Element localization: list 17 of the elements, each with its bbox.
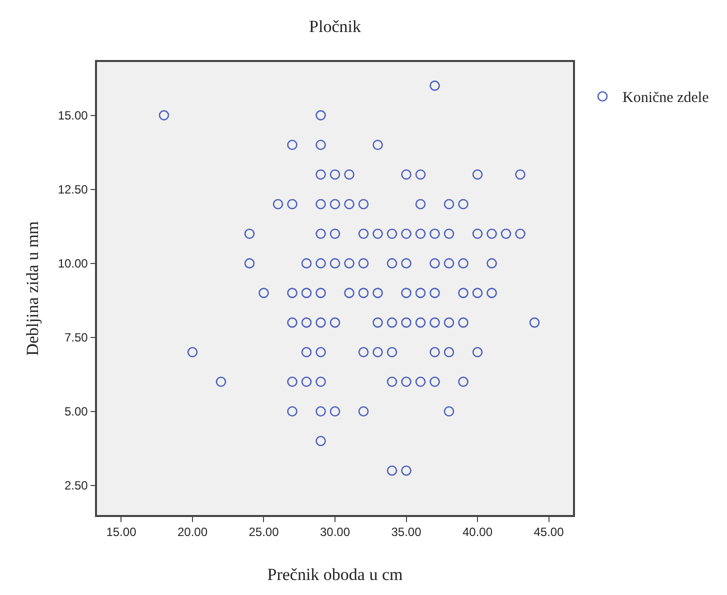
x-tick-label: 20.00 bbox=[177, 525, 208, 540]
x-tick-label: 30.00 bbox=[320, 525, 350, 540]
y-tick-label: 5.00 bbox=[64, 404, 88, 419]
x-tick-label: 25.00 bbox=[248, 525, 280, 540]
y-tick-label: 12.50 bbox=[58, 182, 88, 197]
x-tick-label: 15.00 bbox=[106, 525, 137, 540]
y-tick-label: 10.00 bbox=[58, 256, 88, 271]
chart-title: Pločnik bbox=[309, 16, 362, 36]
y-tick-label: 7.50 bbox=[64, 330, 88, 345]
x-tick-label: 40.00 bbox=[462, 525, 493, 540]
legend-label: Konične zdele bbox=[622, 90, 710, 106]
x-tick-label: 45.00 bbox=[534, 525, 564, 540]
x-axis-title: Prečnik oboda u cm bbox=[267, 565, 403, 584]
x-tick-label: 35.00 bbox=[391, 525, 422, 540]
y-axis-title: Debljina zida u mm bbox=[22, 221, 42, 356]
y-tick-label: 2.50 bbox=[64, 478, 88, 493]
y-tick-label: 15.00 bbox=[58, 108, 88, 122]
